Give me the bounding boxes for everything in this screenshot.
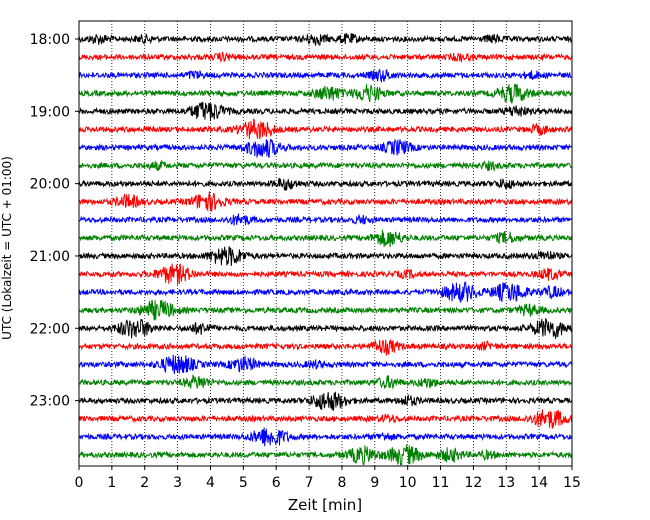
- x-tick-label: 11: [432, 475, 450, 491]
- trace-2030: [78, 213, 573, 226]
- x-tick-label: 10: [399, 475, 417, 491]
- trace-1930: [78, 138, 573, 159]
- y-tick-label: 22:00: [30, 321, 70, 337]
- trace-2345: [78, 444, 573, 466]
- y-tick-label: 19:00: [30, 104, 70, 120]
- trace-1900: [78, 101, 573, 122]
- y-axis: 18:00 19:00 20:00 21:00 22:00 23:00: [30, 32, 79, 410]
- y-tick-label: 21:00: [30, 249, 70, 265]
- x-tick-label: 12: [464, 475, 482, 491]
- trace-1845: [78, 83, 573, 104]
- x-axis: 0 1 2 3 4 5 6 7 8 9 10 11 12 13 14 15: [75, 466, 581, 491]
- trace-2200: [78, 317, 573, 340]
- x-tick-label: 8: [337, 475, 346, 491]
- trace-2330: [78, 427, 573, 447]
- x-tick-label: 5: [239, 475, 248, 491]
- x-tick-label: 7: [305, 475, 314, 491]
- trace-2000: [78, 177, 573, 191]
- seismic-traces: [78, 32, 573, 466]
- trace-2130: [78, 281, 573, 304]
- x-tick-label: 15: [563, 475, 581, 491]
- trace-2100: [78, 246, 573, 266]
- grid-lines: [111, 21, 540, 466]
- trace-1830: [78, 68, 573, 84]
- x-tick-label: 0: [75, 475, 84, 491]
- x-tick-label: 3: [173, 475, 182, 491]
- plot-frame: [78, 20, 573, 467]
- x-tick-label: 13: [497, 475, 515, 491]
- trace-2315: [78, 409, 573, 429]
- trace-2245: [78, 374, 573, 390]
- x-tick-label: 2: [140, 475, 149, 491]
- trace-2300: [78, 391, 573, 411]
- trace-1945: [78, 159, 573, 172]
- trace-1815: [78, 51, 573, 63]
- x-tick-label: 9: [370, 475, 379, 491]
- trace-2115: [78, 263, 573, 285]
- x-tick-label: 4: [206, 475, 215, 491]
- trace-2015: [78, 191, 573, 213]
- y-tick-label: 20:00: [30, 177, 70, 193]
- trace-1800: [78, 32, 573, 46]
- x-axis-label: Zeit [min]: [288, 496, 362, 514]
- y-axis-label: UTC (Lokalzeit = UTC + 01:00): [0, 156, 14, 340]
- y-tick-label: 18:00: [30, 32, 70, 48]
- trace-2045: [78, 229, 573, 248]
- trace-2145: [78, 299, 573, 321]
- y-tick-label: 23:00: [30, 394, 70, 410]
- x-tick-label: 6: [272, 475, 281, 491]
- x-tick-label: 14: [530, 475, 548, 491]
- trace-2215: [78, 339, 573, 356]
- trace-2230: [78, 354, 573, 375]
- x-tick-label: 1: [107, 475, 116, 491]
- trace-1915: [78, 118, 573, 140]
